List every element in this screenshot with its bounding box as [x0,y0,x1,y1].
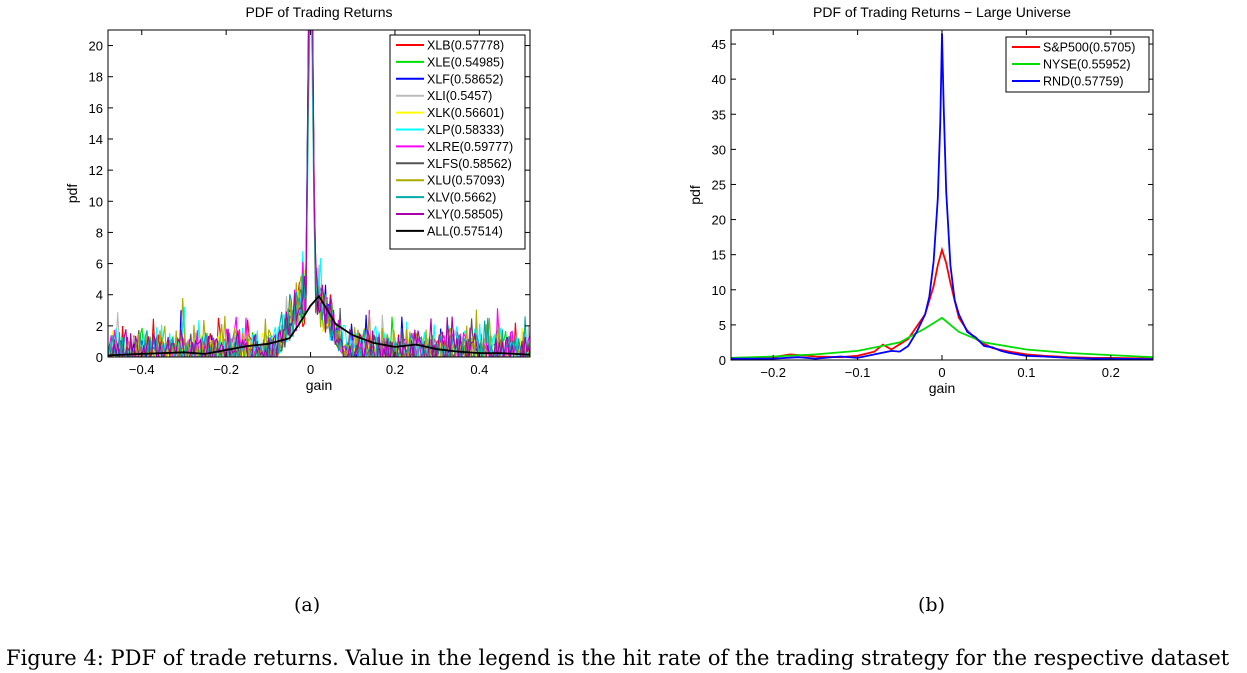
legend-entry: XLP(0.58333) [427,123,504,137]
y-tick-label: 20 [712,213,726,228]
legend-entry: ALL(0.57514) [427,224,503,238]
x-tick-label: 0 [938,365,945,380]
legend-entry: XLI(0.5457) [427,89,492,103]
y-tick-label: 18 [89,70,103,85]
x-tick-label: −0.2 [213,362,239,377]
chart-panel-b: PDF of Trading Returns − Large Universe −… [687,4,1154,396]
y-tick-label: 5 [719,318,726,333]
legend-entry: XLFS(0.58562) [427,157,512,171]
y-axis-label: pdf [64,184,80,204]
legend-entry: XLK(0.56601) [427,106,504,120]
x-tick-label: 0.2 [386,362,404,377]
chart-panel-a: PDF of Trading Returns −0.4 −0.2 0 0.2 0.4 0 2 4… [64,4,531,393]
y-tick-label: 6 [96,257,103,272]
plot-area [731,33,1153,360]
y-tick-label: 16 [89,101,103,116]
y-tick-label: 40 [712,72,726,87]
chart-title: PDF of Trading Returns − Large Universe [813,4,1071,20]
x-tick-label: −0.4 [129,362,155,377]
y-tick-label: 20 [89,39,103,54]
x-tick-label: −0.2 [760,365,786,380]
x-tick-label: 0.4 [470,362,488,377]
plot-area [108,30,530,357]
x-axis-label: gain [929,380,955,396]
series-line [108,30,530,357]
y-tick-label: 14 [89,132,103,147]
axes-frame [107,29,531,358]
series-line [108,294,530,357]
x-tick-label: 0.1 [1017,365,1035,380]
y-tick-label: 8 [96,225,103,240]
y-tick-label: 30 [712,142,726,157]
legend-entry: S&P500(0.5705) [1043,41,1135,55]
y-tick-label: 0 [96,350,103,365]
y-tick-label: 0 [719,353,726,368]
legend-entry: XLF(0.58652) [427,72,503,86]
x-tick-label: −0.1 [845,365,871,380]
y-tick-label: 12 [89,163,103,178]
y-tick-label: 10 [89,194,103,209]
y-tick-label: 10 [712,283,726,298]
y-tick-label: 15 [712,248,726,263]
legend-entry: XLY(0.58505) [427,208,503,222]
series-line [731,316,1153,359]
x-tick-label: 0.2 [1102,365,1120,380]
legend-entry: XLRE(0.59777) [427,140,513,154]
y-tick-label: 45 [712,37,726,52]
y-tick-label: 2 [96,319,103,334]
chart-title: PDF of Trading Returns [245,4,392,20]
y-axis-label: pdf [687,185,703,205]
legend-box [389,34,526,250]
legend-entry: XLE(0.54985) [427,55,504,69]
panel-b-label: (b) [918,594,945,616]
y-tick-label: 25 [712,177,726,192]
legend: XLB(0.57778) XLE(0.54985) XLF(0.58652) XLI(… [389,34,526,250]
y-tick-label: 35 [712,107,726,122]
legend-entry: XLV(0.5662) [427,191,496,205]
series-line [731,33,1153,360]
legend: S&P500(0.5705) NYSE(0.55952) RND(0.57759) [1005,36,1150,93]
legend-entry: XLB(0.57778) [427,39,504,53]
figure-caption: Figure 4: PDF of trade returns. Value in… [6,646,1230,670]
legend-entry: RND(0.57759) [1043,75,1124,89]
x-tick-label: 0 [307,362,314,377]
y-tick-label: 4 [96,288,103,303]
panel-a-label: (a) [294,594,321,616]
legend-entry: XLU(0.57093) [427,174,505,188]
x-axis-label: gain [306,377,332,393]
series-line [108,30,530,357]
series-line [731,246,1153,360]
legend-entry: NYSE(0.55952) [1043,58,1131,72]
